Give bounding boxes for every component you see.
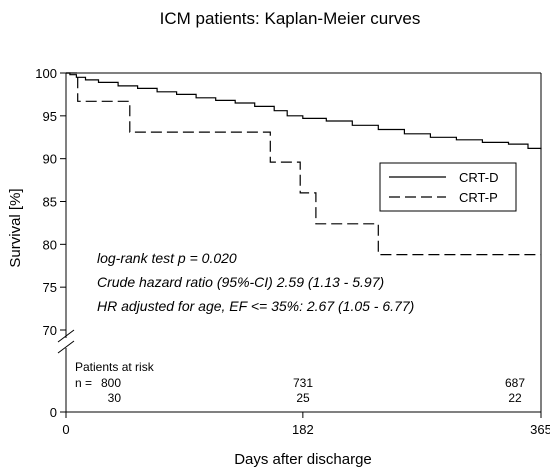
y-tick-label-80: 80 <box>43 237 57 252</box>
risk-crt-p-day182: 25 <box>296 391 310 405</box>
annotation-logrank: log-rank test p = 0.020 <box>97 250 237 266</box>
risk-crt-d-day365: 687 <box>505 376 525 390</box>
series-line-crt-d <box>66 72 542 150</box>
annotation-adjusted-hr: HR adjusted for age, EF <= 35%: 2.67 (1.… <box>97 298 414 314</box>
axis-break-mark-top <box>57 329 75 343</box>
stats-annotations: log-rank test p = 0.020 Crude hazard rat… <box>97 250 414 314</box>
axis-break-mark-bottom <box>57 340 75 354</box>
y-tick-label-90: 90 <box>43 152 57 167</box>
risk-table: Patients at risk n = 800 731 687 30 25 2… <box>75 360 525 405</box>
risk-table-title: Patients at risk <box>75 360 155 374</box>
legend: CRT-D CRT-P <box>379 162 517 212</box>
chart-title: ICM patients: Kaplan-Meier curves <box>160 9 421 28</box>
y-tick-label-95: 95 <box>43 109 57 124</box>
series-line-crt-p <box>66 72 541 256</box>
x-axis-ticks: 0 182 365 <box>62 412 550 437</box>
x-tick-label-0: 0 <box>62 422 69 437</box>
risk-crt-p-day0: 30 <box>108 391 122 405</box>
y-tick-label-85: 85 <box>43 195 57 210</box>
y-tick-label-100: 100 <box>35 66 57 81</box>
risk-crt-p-day365: 22 <box>508 391 522 405</box>
annotation-crude-hr: Crude hazard ratio (95%-CI) 2.59 (1.13 -… <box>97 274 384 290</box>
x-axis-label: Days after discharge <box>234 451 372 468</box>
risk-crt-d-day0: 800 <box>101 376 121 390</box>
x-tick-label-365: 365 <box>530 422 550 437</box>
y-axis-ticks: 100 95 90 85 80 75 70 0 <box>35 66 66 420</box>
y-axis-label: Survival [%] <box>7 188 24 267</box>
y-tick-label-0: 0 <box>50 405 57 420</box>
plot-frame <box>57 72 542 413</box>
legend-label-crt-p: CRT-P <box>459 190 498 205</box>
legend-label-crt-d: CRT-D <box>459 170 498 185</box>
series-layer <box>66 72 542 256</box>
risk-crt-d-day182: 731 <box>293 376 313 390</box>
legend-box <box>379 162 517 212</box>
x-tick-label-182: 182 <box>292 422 314 437</box>
y-tick-label-70: 70 <box>43 323 57 338</box>
y-tick-label-75: 75 <box>43 280 57 295</box>
risk-table-prefix: n = <box>75 376 92 390</box>
